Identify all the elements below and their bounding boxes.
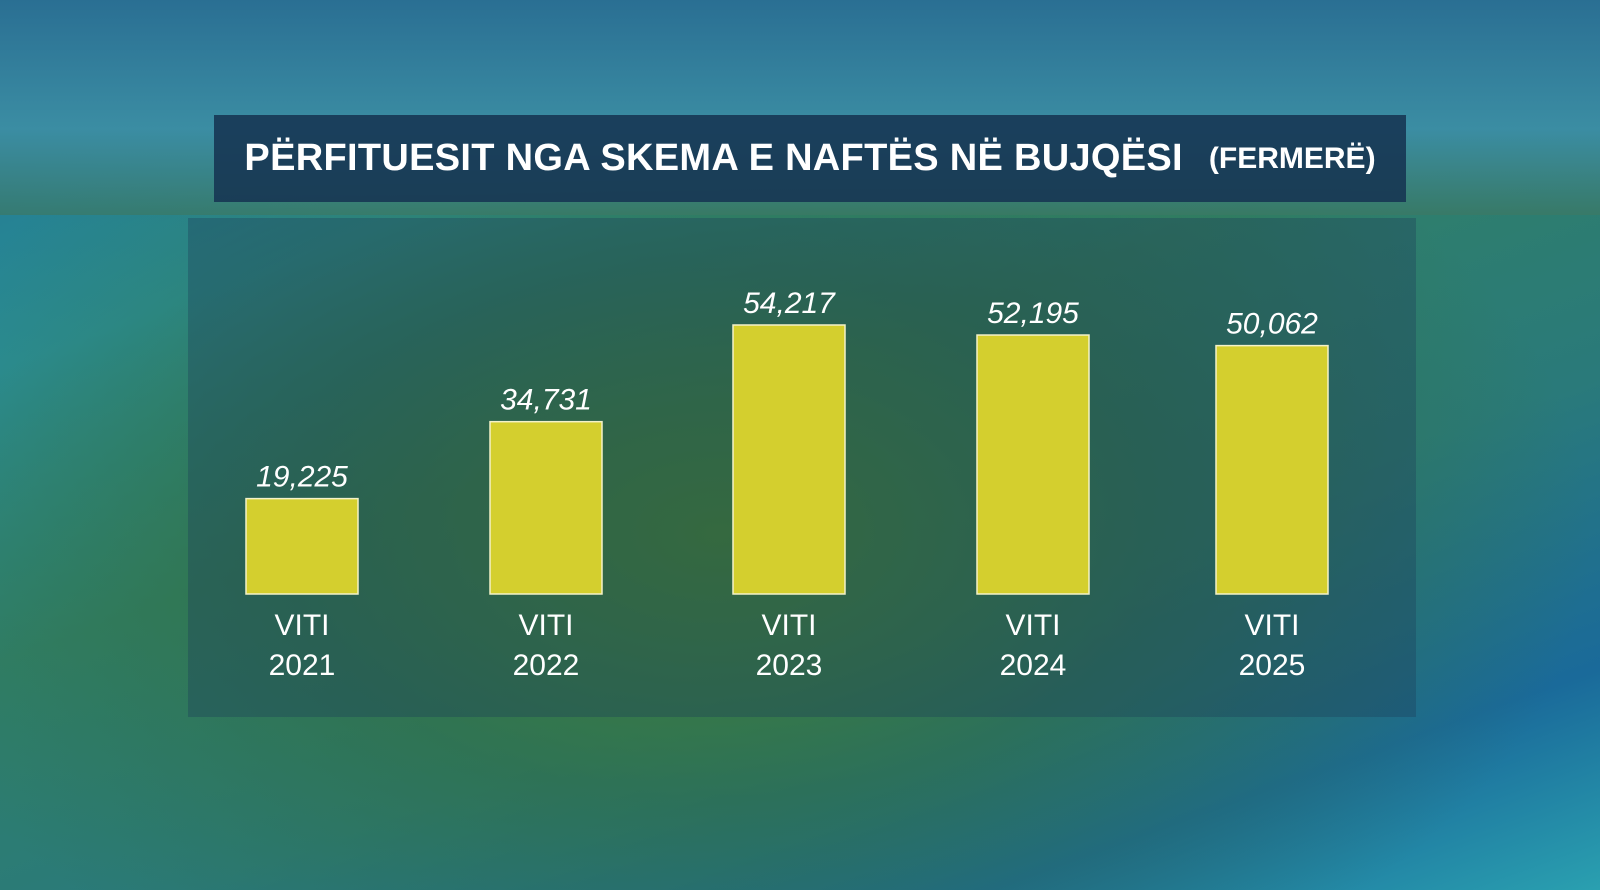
x-tick-label: VITI 2024 bbox=[999, 609, 1067, 682]
bar bbox=[1215, 344, 1329, 595]
value-label: 54,217 bbox=[743, 287, 836, 320]
bar bbox=[732, 324, 846, 595]
value-label: 19,225 bbox=[256, 461, 348, 494]
x-tick-label: VITI 2022 bbox=[512, 609, 580, 682]
x-tick-label: VITI 2023 bbox=[755, 609, 823, 682]
bar bbox=[489, 420, 603, 595]
value-label: 34,731 bbox=[500, 384, 592, 417]
bar bbox=[245, 497, 359, 595]
value-label: 52,195 bbox=[987, 297, 1079, 330]
chart-subtitle: (FERMERË) bbox=[1208, 141, 1376, 175]
bar bbox=[976, 334, 1090, 595]
x-tick-label: VITI 2021 bbox=[268, 609, 336, 682]
x-tick-label: VITI 2025 bbox=[1238, 609, 1306, 682]
chart-title: PËRFITUESIT NGA SKEMA E NAFTËS NË BUJQËS… bbox=[244, 137, 1183, 179]
title-bar: PËRFITUESIT NGA SKEMA E NAFTËS NË BUJQËS… bbox=[214, 115, 1406, 202]
value-label: 50,062 bbox=[1226, 308, 1318, 341]
